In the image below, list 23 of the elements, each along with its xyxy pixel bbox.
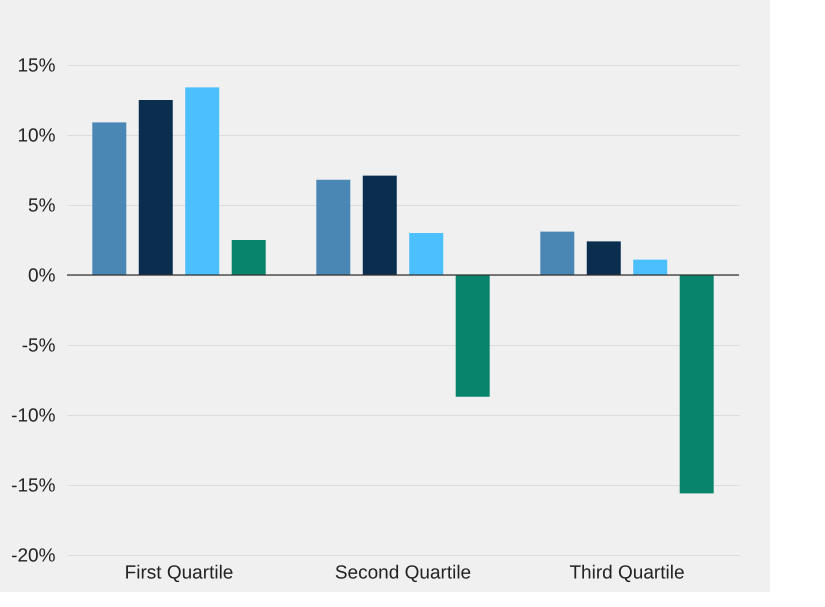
bar [185,87,220,275]
bar [456,275,490,397]
bar [316,180,350,275]
y-tick-label: -20% [11,546,56,566]
bar [680,275,714,494]
y-tick-label: 10% [17,126,56,146]
x-tick-label: First Quartile [124,562,234,584]
bar [409,233,444,275]
y-tick-label: -10% [11,406,56,426]
bar [586,241,621,275]
bar [138,100,173,275]
bar [232,240,266,275]
bar [362,176,397,275]
bar [92,122,126,275]
y-tick-label: 5% [28,196,56,216]
bar [633,260,668,275]
y-tick-label: -5% [22,336,56,356]
bar [540,232,574,275]
y-tick-label: 0% [28,266,56,286]
x-tick-label: Third Quartile [569,562,685,584]
y-tick-label: -15% [11,476,56,496]
y-tick-label: 15% [17,56,56,76]
x-tick-label: Second Quartile [334,562,472,584]
